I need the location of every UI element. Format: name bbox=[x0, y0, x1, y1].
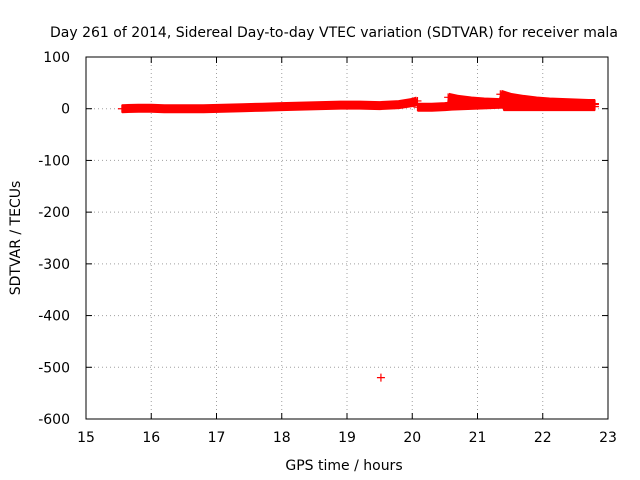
data-point-marker bbox=[147, 104, 156, 113]
data-point-marker bbox=[453, 95, 462, 104]
data-point-marker bbox=[506, 93, 515, 102]
data-point-marker bbox=[179, 104, 188, 113]
data-point-marker bbox=[316, 101, 325, 110]
x-tick-label: 15 bbox=[77, 430, 95, 446]
data-point-marker bbox=[408, 98, 417, 107]
data-point-marker bbox=[499, 102, 508, 111]
data-point-marker bbox=[551, 102, 560, 111]
data-point-marker bbox=[493, 98, 502, 107]
data-point-marker bbox=[496, 90, 505, 99]
data-point-marker bbox=[538, 102, 547, 111]
y-tick-label: 100 bbox=[43, 50, 70, 66]
data-point-marker bbox=[375, 101, 384, 110]
data-point-marker bbox=[199, 104, 208, 113]
x-axis-tick-labels: 15 16 17 18 19 20 21 22 23 bbox=[77, 430, 617, 446]
data-point-marker bbox=[219, 104, 228, 113]
data-point-marker bbox=[117, 104, 126, 113]
x-tick-label: 23 bbox=[599, 430, 617, 446]
data-point-marker bbox=[356, 101, 365, 110]
data-point-marker bbox=[258, 103, 267, 112]
grid bbox=[86, 57, 608, 419]
data-point-marker bbox=[395, 100, 404, 109]
y-tick-label: -100 bbox=[38, 153, 70, 169]
data-point-marker bbox=[577, 102, 586, 111]
data-point-marker bbox=[134, 104, 143, 113]
y-axis-tick-labels: 100 0 -100 -200 -300 -400 -500 -600 bbox=[38, 50, 70, 428]
data-point-marker bbox=[525, 102, 534, 111]
data-point-marker bbox=[297, 102, 306, 111]
y-tick-label: -500 bbox=[38, 360, 70, 376]
x-tick-label: 19 bbox=[338, 430, 356, 446]
y-tick-label: -400 bbox=[38, 309, 70, 325]
data-series-sdtvar bbox=[117, 89, 599, 382]
chart-title: Day 261 of 2014, Sidereal Day-to-day VTE… bbox=[50, 25, 618, 41]
data-point-marker bbox=[277, 102, 286, 111]
data-point-marker bbox=[519, 95, 528, 104]
data-point-marker bbox=[512, 102, 521, 111]
data-segment bbox=[121, 96, 419, 114]
data-point-marker bbox=[466, 96, 475, 105]
data-point-marker bbox=[427, 103, 436, 112]
data-point-marker bbox=[444, 93, 453, 102]
x-tick-label: 21 bbox=[469, 430, 487, 446]
x-tick-label: 16 bbox=[142, 430, 160, 446]
data-point-marker bbox=[238, 103, 247, 112]
outlier-point-marker bbox=[376, 373, 385, 382]
axis-ticks bbox=[85, 56, 609, 420]
data-point-marker bbox=[447, 102, 456, 111]
x-tick-label: 17 bbox=[208, 430, 226, 446]
x-tick-label: 18 bbox=[273, 430, 291, 446]
x-tick-label: 20 bbox=[403, 430, 421, 446]
x-axis-label: GPS time / hours bbox=[285, 458, 402, 474]
y-tick-label: -600 bbox=[38, 412, 70, 428]
y-tick-label: -200 bbox=[38, 205, 70, 221]
data-point-marker bbox=[590, 102, 599, 111]
data-point-marker bbox=[564, 102, 573, 111]
x-tick-label: 22 bbox=[534, 430, 552, 446]
y-tick-label: 0 bbox=[61, 102, 70, 118]
data-point-marker bbox=[160, 104, 169, 113]
data-point-marker bbox=[480, 97, 489, 106]
data-point-marker bbox=[413, 103, 422, 112]
y-axis-label: SDTVAR / TECUs bbox=[8, 181, 24, 296]
data-point-marker bbox=[336, 101, 345, 110]
y-tick-label: -300 bbox=[38, 257, 70, 273]
